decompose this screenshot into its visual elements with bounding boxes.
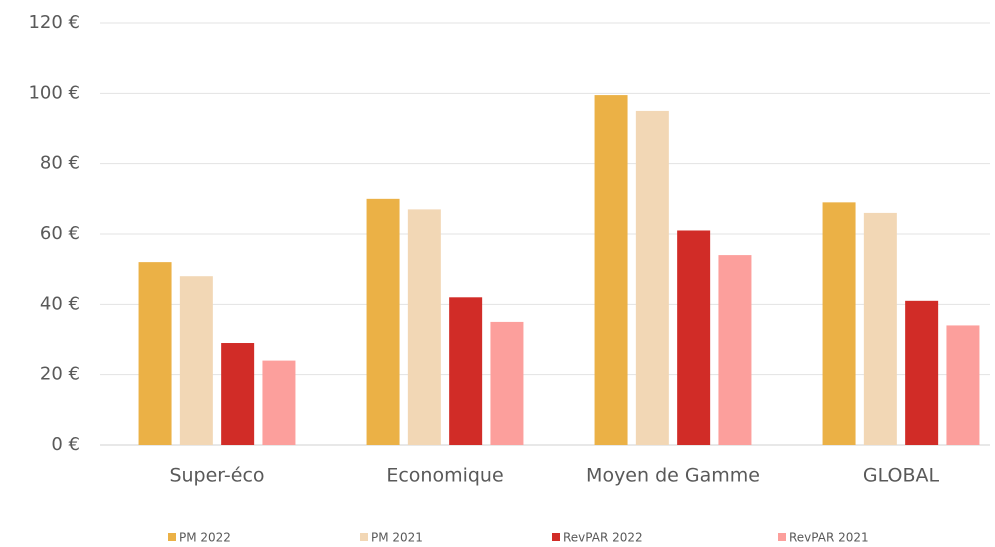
bar — [407, 209, 441, 445]
bar — [221, 343, 255, 445]
y-tick-label: 60 € — [40, 223, 80, 244]
x-tick-label: Economique — [386, 465, 503, 487]
bar — [905, 300, 939, 445]
bar — [366, 198, 400, 445]
bar — [635, 110, 669, 446]
legend-label: RevPAR 2022 — [563, 531, 643, 545]
y-tick-label: 40 € — [40, 293, 80, 314]
bar — [262, 360, 296, 445]
bar — [449, 297, 483, 445]
bar — [718, 255, 752, 445]
bar — [179, 276, 213, 445]
x-tick-label: Moyen de Gamme — [586, 465, 760, 487]
legend-marker — [778, 533, 786, 541]
y-tick-label: 80 € — [40, 153, 80, 174]
bar — [490, 321, 524, 445]
y-tick-label: 20 € — [40, 364, 80, 385]
y-tick-label: 120 € — [28, 12, 80, 33]
bar — [822, 202, 856, 445]
bar — [594, 95, 628, 445]
legend-marker — [168, 533, 176, 541]
bar — [946, 325, 980, 445]
legend-label: PM 2021 — [371, 531, 423, 545]
y-tick-label: 100 € — [28, 82, 80, 103]
x-tick-label: GLOBAL — [863, 465, 940, 487]
legend-marker — [360, 533, 368, 541]
legend-label: RevPAR 2021 — [789, 531, 869, 545]
y-tick-label: 0 € — [51, 434, 80, 455]
legend-marker — [552, 533, 560, 541]
bar — [863, 212, 897, 445]
bar — [138, 262, 172, 445]
x-tick-label: Super-éco — [169, 465, 264, 487]
legend-label: PM 2022 — [179, 531, 231, 545]
bar — [677, 230, 711, 445]
